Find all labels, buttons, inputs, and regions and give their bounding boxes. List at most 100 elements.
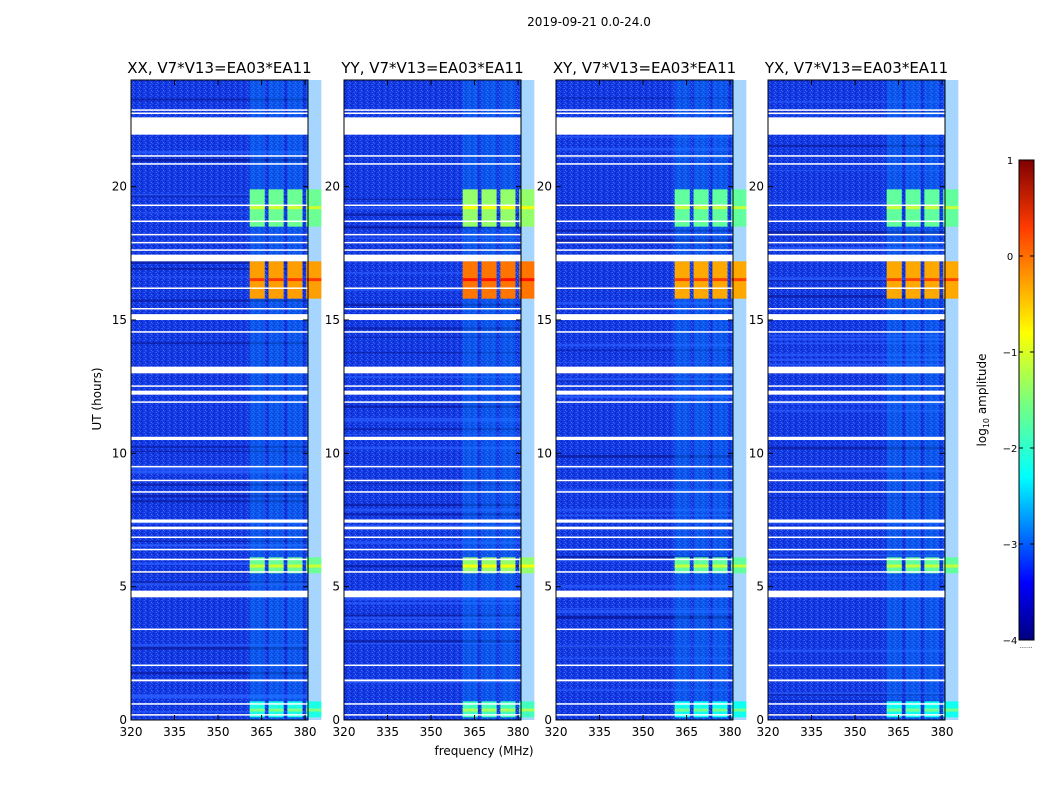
- heatmap-row: [768, 342, 945, 345]
- heatmap-row: [344, 614, 521, 617]
- rfi-burst-peak: [519, 708, 535, 712]
- rfi-channel: [693, 80, 709, 720]
- heatmap-row: [344, 336, 521, 338]
- rfi-channel: [500, 80, 516, 720]
- heatmap-row: [556, 229, 733, 232]
- rfi-burst-peak: [268, 564, 284, 568]
- panel-title: YY, V7*V13=EA03*EA11: [340, 59, 523, 77]
- rfi-burst-peak: [674, 278, 690, 282]
- panel-frame: [343, 79, 522, 721]
- heatmap-row: [131, 581, 308, 585]
- heatmap-row: [131, 500, 308, 503]
- flagged-row: [131, 331, 308, 333]
- flagged-row: [131, 491, 308, 493]
- rfi-burst-peak: [731, 278, 747, 282]
- colorbar-label: log10 amplitude: [975, 354, 991, 447]
- heatmap-row: [344, 681, 521, 684]
- rfi-burst-peak: [712, 278, 728, 282]
- y-tick-label: 0: [756, 713, 764, 727]
- flagged-row: [556, 390, 733, 395]
- heatmap-row: [556, 395, 733, 398]
- flagged-row: [131, 314, 308, 320]
- flagged-row: [768, 714, 945, 716]
- flagged-row: [131, 664, 308, 667]
- heatmap-row: [768, 358, 945, 362]
- flagged-row: [131, 436, 308, 440]
- y-tick-label: 15: [537, 313, 552, 327]
- heatmap-row: [131, 342, 308, 345]
- flagged-row: [556, 314, 733, 320]
- heatmap-row: [768, 577, 945, 579]
- flagged-row: [556, 249, 733, 251]
- rfi-burst-peak: [924, 708, 940, 712]
- heatmap-background: [344, 80, 521, 720]
- heatmap-row: [556, 559, 733, 562]
- rfi-burst-peak: [268, 278, 284, 282]
- flagged-row: [344, 465, 521, 468]
- heatmap-row: [768, 694, 945, 696]
- flagged-row: [768, 491, 945, 493]
- flagged-row: [344, 536, 521, 539]
- rfi-burst-peak: [731, 206, 747, 210]
- rfi-burst-peak: [500, 564, 516, 568]
- flagged-row: [131, 204, 308, 207]
- rfi-channel: [462, 80, 478, 720]
- x-tick-label: 365: [250, 725, 273, 739]
- rfi-burst-peak: [519, 206, 535, 210]
- rfi-burst-peak: [674, 206, 690, 210]
- heatmap-row: [131, 644, 308, 648]
- rfi-channel: [886, 80, 902, 720]
- rfi-burst-peak: [500, 278, 516, 282]
- flagged-row: [768, 548, 945, 551]
- panel-frame: [555, 79, 734, 721]
- flagged-row: [131, 287, 308, 289]
- heatmap-row: [556, 156, 733, 158]
- rfi-burst-peak: [481, 564, 497, 568]
- rfi-burst-peak: [462, 278, 478, 282]
- rfi-burst-peak: [500, 206, 516, 210]
- flagged-row: [768, 558, 945, 561]
- rfi-burst-peak: [905, 708, 921, 712]
- flagged-row: [344, 401, 521, 403]
- x-tick-label: 380: [719, 725, 742, 739]
- heatmap-row: [556, 610, 733, 614]
- y-tick-label: 5: [332, 580, 340, 594]
- flagged-row: [344, 249, 521, 251]
- flagged-row: [768, 536, 945, 539]
- flagged-row: [556, 241, 733, 244]
- heatmap-row: [344, 303, 521, 307]
- heatmap-row: [131, 540, 308, 542]
- rfi-burst-peak: [731, 564, 747, 568]
- heatmap-row: [344, 503, 521, 507]
- heatmap-row: [556, 488, 733, 492]
- flagged-row: [556, 401, 733, 403]
- flagged-row: [556, 155, 733, 157]
- flagged-row: [556, 491, 733, 493]
- flagged-row: [344, 241, 521, 244]
- flagged-row: [344, 679, 521, 682]
- flagged-row: [131, 590, 308, 598]
- flagged-row: [344, 163, 521, 165]
- flagged-row: [556, 590, 733, 598]
- flagged-row: [768, 479, 945, 482]
- rfi-burst-peak: [481, 278, 497, 282]
- y-tick-label: 20: [537, 180, 552, 194]
- heatmap-row: [131, 646, 308, 650]
- flagged-row: [768, 155, 945, 157]
- flagged-row: [131, 401, 308, 403]
- flagged-row: [131, 233, 308, 236]
- colorbar: 1 0 −1 −2 −3 −4 log10 amplitude .......: [975, 156, 1035, 650]
- flagged-row: [768, 366, 945, 374]
- heatmap-row: [556, 467, 733, 469]
- rfi-channel: [924, 80, 940, 720]
- heatmap-row: [131, 562, 308, 566]
- heatmap-row: [131, 466, 308, 469]
- rfi-burst-peak: [268, 206, 284, 210]
- heatmap-row: [344, 198, 521, 200]
- heatmap-row: [344, 207, 521, 210]
- y-tick-label: 20: [325, 180, 340, 194]
- heatmap-row: [556, 689, 733, 692]
- panel-title: XY, V7*V13=EA03*EA11: [553, 59, 736, 77]
- heatmap-row: [344, 376, 521, 378]
- rfi-burst-peak: [924, 278, 940, 282]
